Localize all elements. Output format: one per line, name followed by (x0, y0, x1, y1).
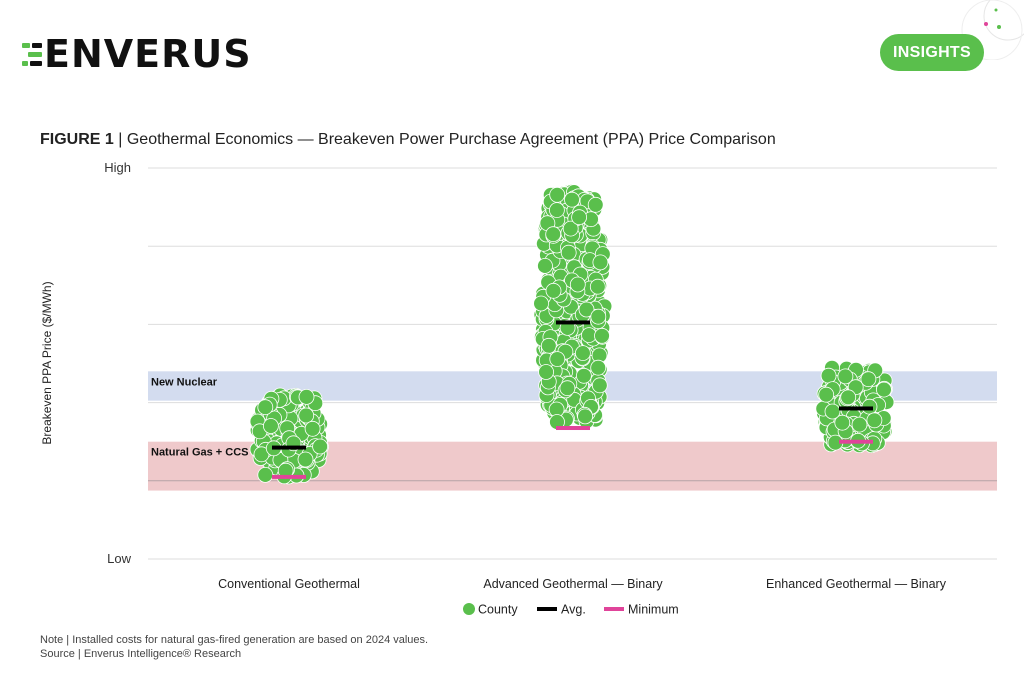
county-point (592, 254, 609, 271)
county-point (860, 371, 877, 388)
county-point (560, 244, 577, 261)
band-label-1: Natural Gas + CCS (151, 447, 249, 459)
county-point (549, 202, 565, 219)
legend-avg-swatch (537, 607, 557, 611)
county-point (559, 380, 576, 397)
chart-source: Source | Enverus Intelligence® Research (40, 648, 242, 660)
county-point (533, 295, 549, 312)
logo-text: ENVERUS (44, 32, 252, 76)
avg-marker-0 (272, 445, 306, 450)
county-point (562, 220, 579, 237)
avg-marker-2 (839, 406, 873, 411)
county-point (298, 388, 315, 405)
county-point (540, 337, 557, 354)
county-point (578, 301, 595, 318)
county-point (571, 209, 587, 226)
minimum-marker-0 (272, 474, 306, 479)
legend-label-2: Minimum (628, 603, 679, 617)
county-point (257, 466, 274, 483)
logo-mark-icon (22, 37, 42, 71)
county-point (851, 416, 868, 433)
county-point (837, 368, 854, 385)
county-point (569, 276, 586, 293)
county-point (866, 412, 883, 429)
county-point (545, 282, 562, 299)
figure-number: FIGURE 1 (40, 131, 114, 148)
figure-title-text: Geothermal Economics — Breakeven Power P… (126, 131, 776, 148)
county-point (818, 386, 835, 403)
avg-marker-1 (556, 320, 590, 325)
y-axis-label: Breakeven PPA Price ($/MWh) (40, 281, 54, 444)
y-tick-low: Low (107, 551, 131, 566)
county-point (590, 359, 607, 376)
figure-separator: | (113, 131, 127, 148)
legend-minimum-swatch (604, 607, 624, 611)
county-point (590, 308, 607, 325)
county-point (587, 196, 604, 213)
county-point (298, 407, 315, 424)
county-point (312, 438, 329, 455)
legend-label-1: Avg. (561, 603, 586, 617)
legend-label-0: County (478, 603, 518, 617)
minimum-marker-2 (839, 439, 873, 444)
county-point (538, 364, 554, 380)
minimum-marker-1 (556, 426, 590, 431)
county-point (549, 186, 566, 203)
band-label-0: New Nuclear (151, 376, 218, 388)
chart-note: Note | Installed costs for natural gas-f… (40, 634, 429, 646)
county-point (257, 399, 274, 416)
category-label-0: Conventional Geothermal (218, 577, 360, 591)
county-point (545, 226, 562, 243)
county-point (591, 377, 608, 394)
county-point (549, 351, 566, 368)
category-label-1: Advanced Geothermal — Binary (483, 577, 663, 591)
legend-county-swatch (463, 603, 475, 615)
decorative-circles-icon (961, 0, 1024, 60)
figure-title: FIGURE 1 | Geothermal Economics — Breake… (40, 131, 776, 149)
insights-badge-button[interactable]: INSIGHTS (880, 34, 984, 71)
county-point (876, 381, 892, 398)
county-point (840, 389, 857, 406)
county-point (262, 418, 279, 434)
county-point (577, 408, 593, 425)
county-point (297, 451, 314, 468)
y-tick-high: High (104, 160, 131, 175)
county-point (576, 367, 592, 384)
county-point (594, 327, 610, 344)
county-point (589, 278, 606, 295)
county-point (834, 414, 851, 431)
county-point (564, 191, 580, 208)
county-point (575, 345, 591, 362)
county-point (304, 420, 321, 437)
category-label-2: Enhanced Geothermal — Binary (766, 577, 947, 591)
enverus-logo: ENVERUS (22, 34, 252, 74)
county-point (824, 403, 841, 420)
county-point (537, 257, 553, 274)
county-point (820, 367, 837, 384)
